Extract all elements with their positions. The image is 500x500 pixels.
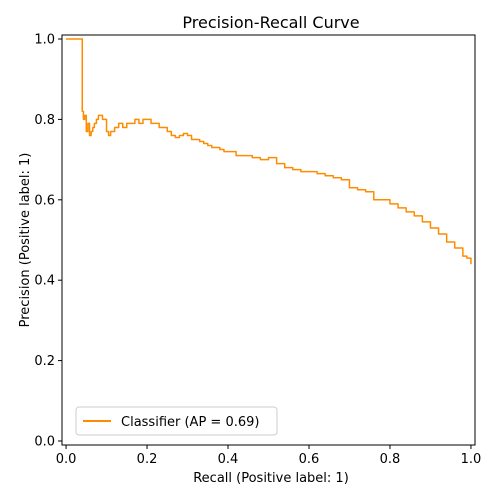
axes: 0.0 0.2 0.4 0.6 0.8 1.0 0.0 0.2 0.4 0.6 0.8 1.0: [34, 33, 481, 467]
y-tick-label: 0.4: [34, 274, 55, 289]
legend: Classifier (AP = 0.69): [76, 407, 277, 435]
y-tick-label: 0.6: [34, 193, 55, 208]
plot-area: [66, 39, 471, 264]
series-line-0: [66, 39, 471, 264]
x-tick-label: 0.2: [137, 452, 158, 467]
legend-label: Classifier (AP = 0.69): [121, 415, 259, 430]
x-tick-label: 1.0: [461, 452, 482, 467]
chart-title: Precision-Recall Curve: [182, 13, 359, 32]
y-axis-label: Precision (Positive label: 1): [18, 153, 33, 328]
x-tick-label: 0.4: [218, 452, 239, 467]
y-tick-label: 0.2: [34, 354, 55, 369]
x-tick-label: 0.0: [56, 452, 77, 467]
x-tick-label: 0.8: [380, 452, 401, 467]
axes-frame: [62, 35, 475, 445]
x-axis-label: Recall (Positive label: 1): [193, 471, 349, 486]
y-tick-label: 0.0: [34, 434, 55, 449]
y-tick-label: 0.8: [34, 113, 55, 128]
y-tick-label: 1.0: [34, 33, 55, 48]
x-tick-label: 0.6: [299, 452, 320, 467]
